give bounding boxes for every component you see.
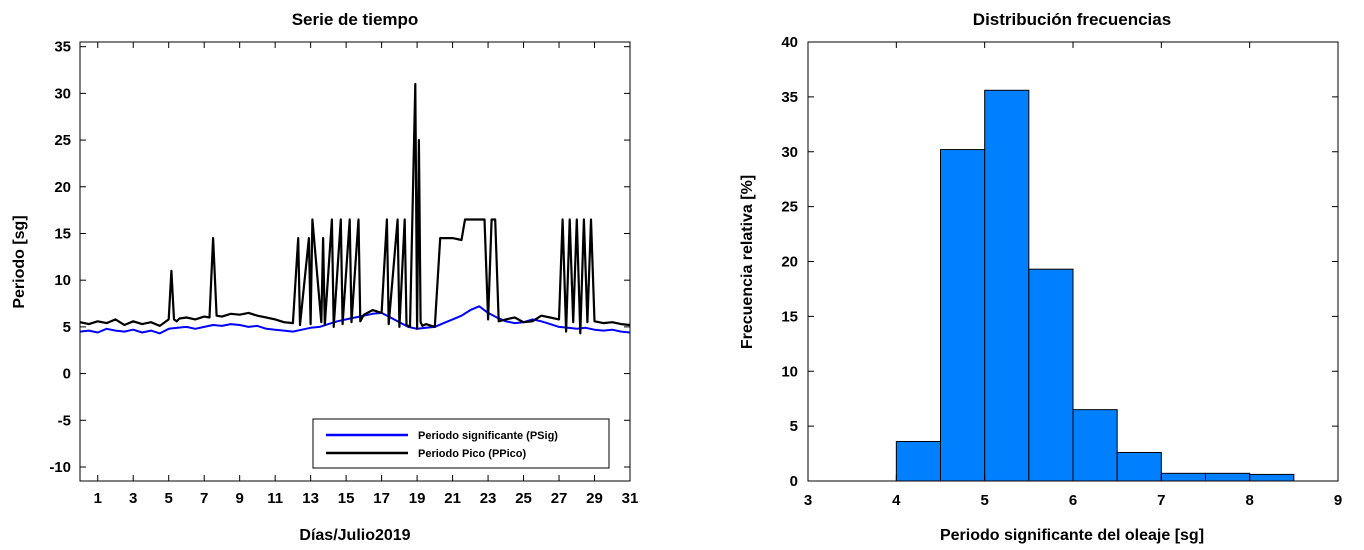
- histogram-bar: [1160, 472, 1207, 482]
- y-tick-label: 30: [54, 85, 71, 102]
- y-tick-label: 25: [781, 199, 798, 216]
- x-tick-label: 21: [444, 490, 461, 507]
- y-tick-label: 0: [790, 473, 798, 490]
- legend: Periodo significante (PSig) Periodo Pico…: [312, 418, 610, 469]
- histogram-bar: [984, 89, 1030, 482]
- x-tick-label: 1: [94, 490, 102, 507]
- x-tick-label: 7: [1157, 492, 1165, 509]
- axes-frame: [807, 41, 1339, 482]
- y-tick-label: 10: [781, 363, 798, 380]
- x-tick-label: 9: [236, 490, 244, 507]
- y-tick-label: 20: [781, 254, 798, 271]
- histogram-bar: [1072, 409, 1118, 482]
- x-tick-label: 29: [586, 490, 603, 507]
- x-tick-label: 13: [302, 490, 319, 507]
- x-tick-label: 3: [129, 490, 137, 507]
- histogram-bar: [1249, 473, 1295, 482]
- x-tick-label: 8: [1245, 492, 1253, 509]
- y-tick-label: 5: [63, 319, 71, 336]
- y-tick-label: 25: [54, 132, 71, 149]
- histogram-bar: [895, 440, 941, 482]
- x-tick-label: 9: [1334, 492, 1342, 509]
- x-tick-label: 15: [338, 490, 355, 507]
- legend-label-psig: Periodo significante (PSig): [418, 430, 558, 442]
- x-tick-label: 6: [1069, 492, 1077, 509]
- histogram-bar: [1116, 451, 1162, 482]
- time-series-chart: Serie de tiempo Días/Julio2019 Periodo […: [11, 10, 638, 544]
- histogram-bar: [940, 149, 986, 482]
- histogram-chart: Distribución frecuencias Periodo signifi…: [739, 10, 1342, 544]
- y-tick-label: 10: [54, 272, 71, 289]
- x-tick-label: 23: [480, 490, 497, 507]
- axis-ticks: 3 4 5 6 7 8 9 0 5 10 15 20 25 30 35 40: [781, 34, 1342, 509]
- series-psig-line: [79, 305, 631, 335]
- x-tick-label: 5: [980, 492, 988, 509]
- chart-title: Serie de tiempo: [292, 10, 419, 29]
- y-tick-label: 35: [54, 39, 71, 56]
- x-tick-label: 17: [373, 490, 390, 507]
- y-tick-label: 0: [63, 366, 71, 383]
- y-axis-label: Periodo [sg]: [11, 215, 28, 308]
- y-tick-label: 20: [54, 179, 71, 196]
- y-tick-label: 15: [781, 308, 798, 325]
- legend-box: [312, 418, 610, 469]
- y-tick-label: 5: [790, 418, 798, 435]
- y-tick-label: -5: [58, 412, 71, 429]
- y-tick-label: 35: [781, 89, 798, 106]
- axes-frame: [79, 41, 631, 482]
- y-tick-label: -10: [49, 459, 71, 476]
- legend-label-ppico: Periodo Pico (PPico): [418, 448, 527, 460]
- chart-title: Distribución frecuencias: [973, 10, 1171, 29]
- x-tick-label: 19: [409, 490, 426, 507]
- x-tick-label: 5: [165, 490, 173, 507]
- plot-area: [79, 82, 631, 335]
- x-axis-label: Periodo significante del oleaje [sg]: [940, 527, 1204, 544]
- x-tick-label: 25: [515, 490, 532, 507]
- series-ppico-line: [79, 82, 631, 335]
- x-tick-label: 11: [267, 490, 283, 507]
- axis-ticks: 1 3 5 7 9 11 13 15 17 19 21 23 25 27 29 31-10-505101520…: [49, 39, 638, 507]
- x-tick-label: 3: [804, 492, 812, 509]
- x-tick-label: 27: [551, 490, 568, 507]
- x-tick-label: 4: [892, 492, 901, 509]
- y-tick-label: 40: [781, 34, 798, 51]
- x-tick-label: 31: [622, 490, 639, 507]
- y-tick-label: 30: [781, 144, 798, 161]
- x-axis-label: Días/Julio2019: [299, 527, 410, 544]
- x-tick-label: 7: [200, 490, 208, 507]
- histogram-bar: [1205, 472, 1251, 482]
- bars: [895, 89, 1295, 482]
- y-axis-label: Frecuencia relativa [%]: [739, 175, 756, 349]
- histogram-bar: [1028, 268, 1074, 482]
- y-tick-label: 15: [54, 225, 71, 242]
